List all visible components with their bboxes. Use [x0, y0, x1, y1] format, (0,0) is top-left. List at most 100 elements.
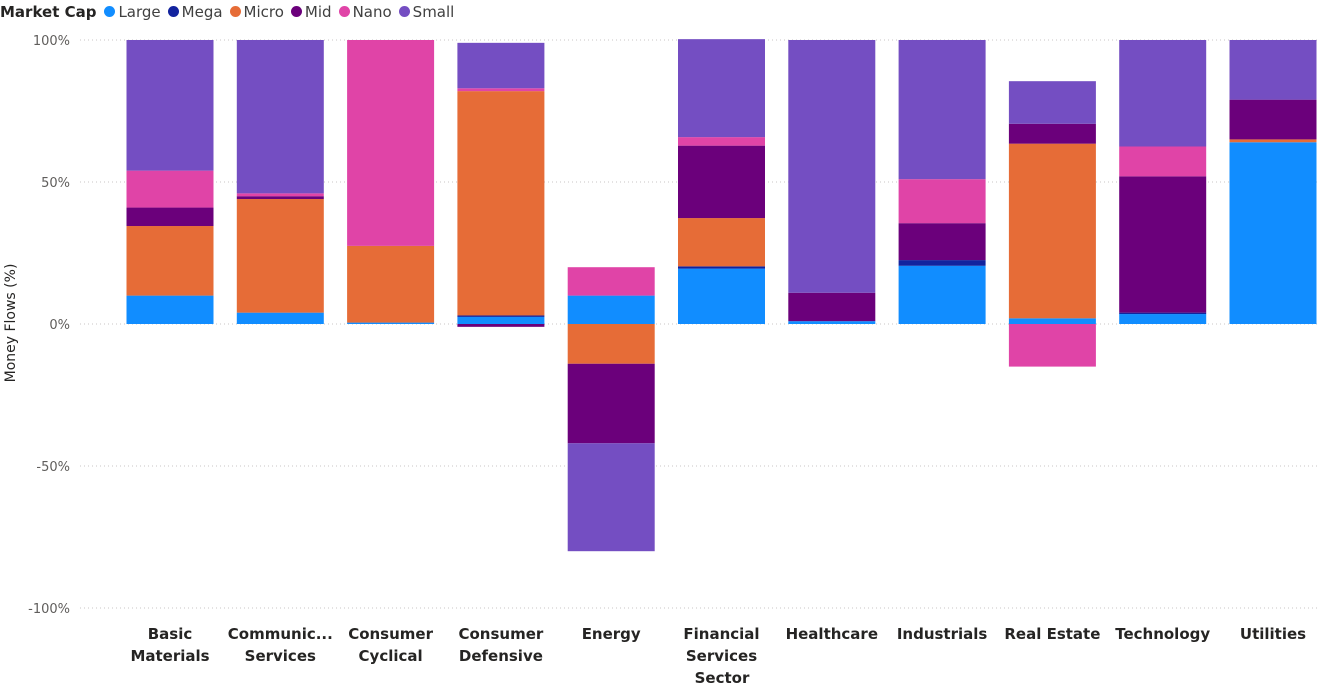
bar-segment-mega[interactable]: [457, 315, 545, 317]
bar-segment-large[interactable]: [1119, 314, 1207, 324]
bar-segment-small[interactable]: [126, 40, 214, 171]
legend-dot: [338, 6, 350, 18]
x-tick-label: Financial: [683, 625, 759, 643]
bar-segment-small[interactable]: [457, 42, 545, 89]
bar-segment-mid[interactable]: [1229, 99, 1317, 140]
bar-segment-small[interactable]: [1119, 40, 1207, 147]
x-tick-label: Real Estate: [1004, 625, 1100, 643]
bar-segment-nano[interactable]: [1008, 324, 1096, 367]
bar-segment-micro[interactable]: [236, 199, 324, 313]
bar-segment-mega[interactable]: [678, 266, 765, 269]
legend: Market Cap Large Mega Micro Mid Nano Small: [0, 0, 461, 24]
y-tick-label: 50%: [41, 176, 70, 191]
bar-segment-nano[interactable]: [1119, 146, 1207, 177]
legend-item-mega[interactable]: Mega: [167, 2, 223, 21]
x-tick-label: Energy: [582, 625, 641, 643]
legend-label: Large: [118, 2, 161, 21]
bar-segment-micro[interactable]: [567, 324, 655, 364]
bar-segment-large[interactable]: [1229, 142, 1317, 324]
y-axis-ticks: 100% 50% 0% -50% -100%: [28, 34, 70, 617]
bar-segment-mid[interactable]: [567, 363, 655, 444]
legend-item-large[interactable]: Large: [104, 2, 161, 21]
bar-segment-small[interactable]: [898, 40, 986, 180]
bar-segment-micro[interactable]: [1229, 139, 1317, 143]
bar-segment-mega[interactable]: [1119, 312, 1207, 315]
legend-item-mid[interactable]: Mid: [290, 2, 332, 21]
legend-label: Mid: [304, 2, 332, 21]
bar-segment-large[interactable]: [898, 265, 986, 324]
bar-segment-large[interactable]: [126, 295, 214, 324]
x-tick-label: Healthcare: [786, 625, 878, 643]
bar-segment-mid[interactable]: [1119, 176, 1207, 313]
x-tick-label: Communic...: [228, 625, 333, 643]
bar-segment-large[interactable]: [457, 316, 545, 324]
y-axis-title: Money Flows (%): [3, 264, 19, 383]
legend-label: Micro: [243, 2, 284, 21]
bar-segment-micro[interactable]: [457, 91, 545, 316]
bar-segment-nano[interactable]: [567, 267, 655, 296]
bar-segment-mega[interactable]: [898, 260, 986, 266]
bar-segment-mid[interactable]: [678, 145, 765, 219]
bar-segment-micro[interactable]: [1008, 143, 1096, 319]
legend-dot: [229, 6, 241, 18]
legend-dot: [167, 6, 179, 18]
bar-segment-mid[interactable]: [788, 292, 876, 322]
bars: [126, 39, 1317, 552]
bar-segment-mid[interactable]: [236, 196, 324, 200]
bar-segment-mid[interactable]: [457, 324, 545, 327]
bar-segment-nano[interactable]: [457, 88, 545, 92]
x-tick-label: Basic: [148, 625, 193, 643]
bar-segment-nano[interactable]: [236, 193, 324, 197]
legend-dot: [104, 6, 116, 18]
legend-title: Market Cap: [0, 3, 97, 21]
y-tick-label: -50%: [36, 460, 70, 475]
bar-segment-large[interactable]: [347, 322, 435, 324]
legend-label: Small: [412, 2, 455, 21]
bar-segment-small[interactable]: [1008, 81, 1096, 124]
x-tick-label: Services: [245, 647, 316, 665]
bar-segment-nano[interactable]: [898, 179, 986, 224]
bar-segment-micro[interactable]: [678, 218, 765, 267]
legend-items: Large Mega Micro Mid Nano Small: [104, 3, 461, 22]
x-tick-label: Technology: [1115, 625, 1210, 643]
bar-segment-mid[interactable]: [1008, 123, 1096, 144]
bar-segment-small[interactable]: [236, 40, 324, 194]
bar-segment-large[interactable]: [236, 312, 324, 324]
x-tick-label: Consumer: [458, 625, 543, 643]
bar-segment-small[interactable]: [678, 39, 765, 138]
bar-segment-large[interactable]: [678, 268, 765, 324]
bar-segment-mid[interactable]: [898, 223, 986, 261]
legend-label: Mega: [181, 2, 223, 21]
legend-label: Nano: [352, 2, 392, 21]
legend-item-nano[interactable]: Nano: [338, 2, 392, 21]
x-tick-label: Cyclical: [359, 647, 423, 665]
bar-segment-mid[interactable]: [126, 207, 214, 227]
legend-item-small[interactable]: Small: [398, 2, 455, 21]
bar-segment-small[interactable]: [788, 40, 876, 293]
legend-dot: [290, 6, 302, 18]
y-tick-label: -100%: [28, 602, 70, 617]
y-tick-label: 0%: [49, 318, 70, 333]
bar-segment-nano[interactable]: [678, 137, 765, 146]
bar-segment-nano[interactable]: [126, 170, 214, 208]
x-tick-label: Services: [686, 647, 757, 665]
x-axis-title: Sector: [695, 669, 750, 686]
bar-segment-large[interactable]: [567, 295, 655, 324]
bar-segment-large[interactable]: [788, 321, 876, 324]
x-tick-label: Utilities: [1240, 625, 1306, 643]
y-tick-label: 100%: [33, 34, 70, 49]
x-tick-label: Defensive: [459, 647, 543, 665]
x-tick-label: Consumer: [348, 625, 433, 643]
legend-dot: [398, 6, 410, 18]
x-tick-label: Materials: [130, 647, 209, 665]
x-axis-labels: Basic Materials Communic... Services Consume…: [130, 625, 1306, 665]
bar-segment-micro[interactable]: [347, 245, 435, 323]
bar-segment-small[interactable]: [567, 443, 655, 552]
bar-segment-nano[interactable]: [347, 40, 435, 246]
bar-segment-large[interactable]: [1008, 318, 1096, 324]
bar-segment-small[interactable]: [1229, 40, 1317, 100]
x-tick-label: Industrials: [897, 625, 988, 643]
legend-item-micro[interactable]: Micro: [229, 2, 284, 21]
bar-segment-micro[interactable]: [126, 226, 214, 296]
